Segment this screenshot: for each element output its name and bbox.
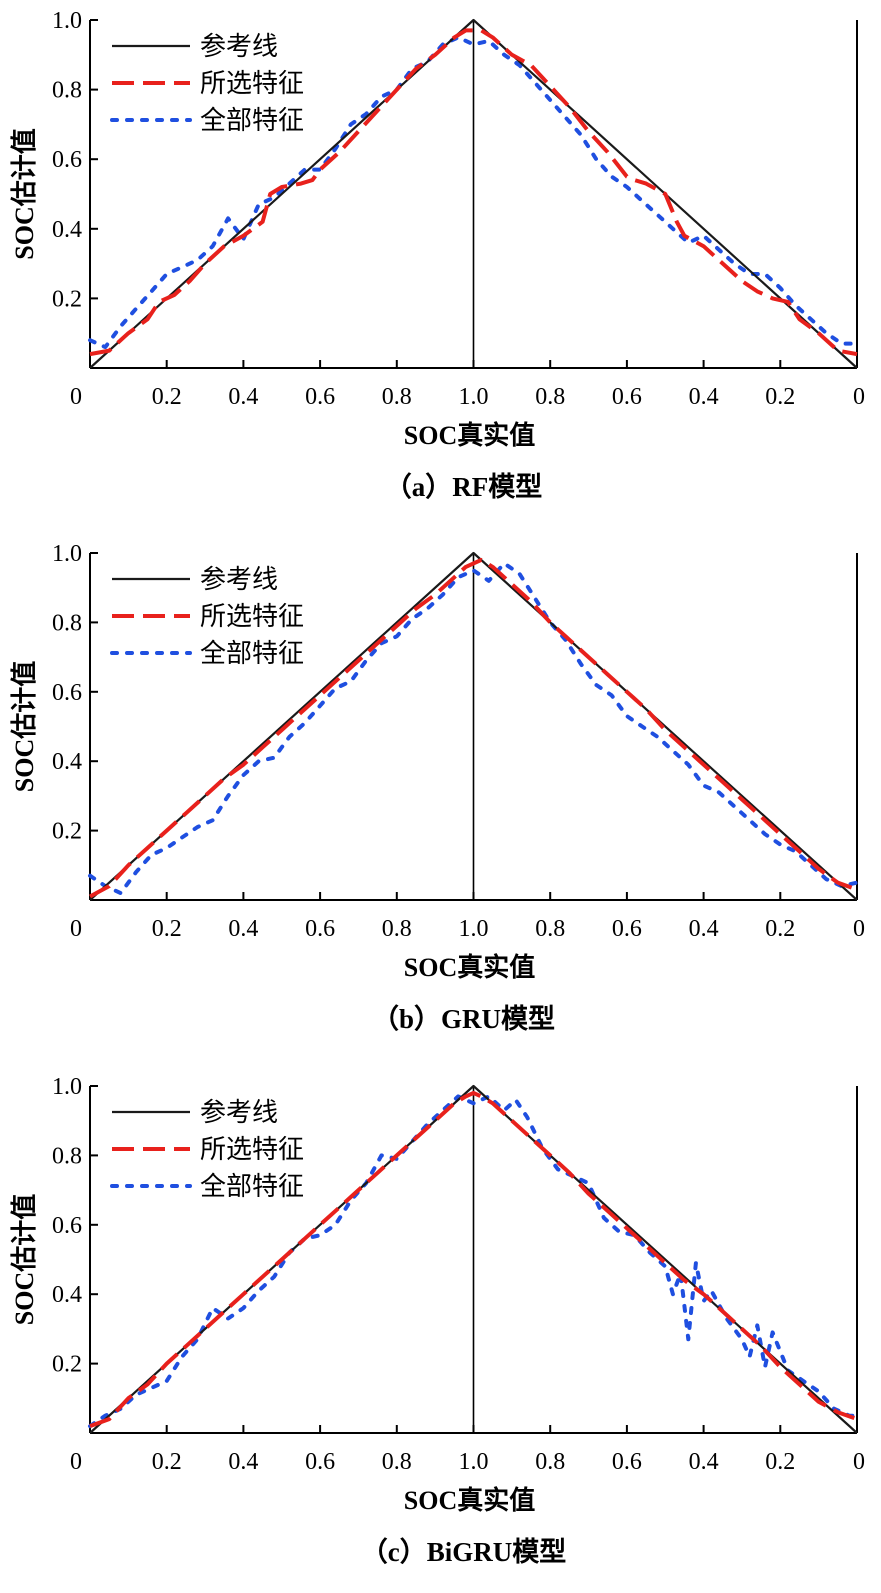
x-tick-label: 0.4 (689, 1449, 719, 1475)
y-axis-label: SOC估计值 (10, 1194, 39, 1325)
x-tick-label: 0.8 (382, 1449, 412, 1475)
x-tick-label: 0.4 (689, 384, 719, 410)
y-tick-label: 0.6 (52, 1213, 82, 1239)
x-tick-label: 0.4 (228, 1449, 258, 1475)
x-tick-label: 0.8 (382, 916, 412, 942)
y-tick-label: 1.0 (52, 541, 82, 567)
x-tick-label: 1.0 (459, 1449, 489, 1475)
x-tick-label: 1.0 (459, 384, 489, 410)
x-tick-label: 0.6 (612, 916, 642, 942)
legend-label: 所选特征 (200, 69, 304, 98)
x-tick-label: 0 (853, 384, 865, 410)
y-tick-label: 0.2 (52, 819, 82, 845)
x-tick-label: 0.6 (305, 384, 335, 410)
y-tick-label: 0.6 (52, 680, 82, 706)
x-tick-label: 0.8 (535, 1449, 565, 1475)
y-tick-label: 0.8 (52, 610, 82, 636)
x-tick-label: 0.6 (305, 916, 335, 942)
series-line-dashed (89, 28, 858, 357)
x-tick-label: 0.2 (765, 1449, 795, 1475)
chart-panel-2: 0 0.2 0.4 0.6 0.8 1.0 0.8 0.6 0.4 0.2 0 0.2 0.4 0.6 0.… (10, 1074, 865, 1567)
y-tick-label: 0.6 (52, 147, 82, 173)
legend-label: 参考线 (200, 1098, 278, 1127)
x-tick-label: 0.8 (382, 384, 412, 410)
x-tick-label: 1.0 (459, 916, 489, 942)
y-tick-label: 0.4 (52, 749, 82, 775)
x-tick-label: 0.6 (612, 1449, 642, 1475)
x-tick-label: 0.2 (152, 1449, 182, 1475)
series-line-dotted (88, 561, 859, 896)
legend-label: 全部特征 (200, 639, 304, 668)
series-line-dashed (89, 1090, 858, 1428)
x-tick-label: 0.2 (152, 384, 182, 410)
legend-label: 参考线 (200, 32, 278, 61)
x-tick-label: 0.6 (612, 384, 642, 410)
y-axis-label: SOC估计值 (10, 128, 39, 259)
x-tick-label: 0.4 (228, 916, 258, 942)
x-tick-label: 0.4 (228, 384, 258, 410)
x-tick-label: 0.8 (535, 916, 565, 942)
legend-label: 所选特征 (200, 1135, 304, 1164)
x-tick-label: 0 (853, 916, 865, 942)
chart-panel-0: 0 0.2 0.4 0.6 0.8 1.0 0.8 0.6 0.4 0.2 0 0.2 0.4 0.6 0.… (10, 8, 865, 502)
legend-label: 所选特征 (200, 602, 304, 631)
x-tick-label: 0 (70, 384, 82, 410)
legend-label: 全部特征 (200, 1172, 304, 1201)
y-tick-label: 0.2 (52, 1352, 82, 1378)
chart-panel-1: 0 0.2 0.4 0.6 0.8 1.0 0.8 0.6 0.4 0.2 0 0.2 0.4 0.6 0.… (10, 541, 865, 1034)
y-tick-label: 1.0 (52, 1074, 82, 1100)
x-axis-label: SOC真实值 (404, 420, 535, 450)
series-line-dashed (89, 557, 858, 899)
series-line-dotted (88, 1094, 859, 1429)
x-tick-label: 0.2 (152, 916, 182, 942)
y-tick-label: 0.8 (52, 1143, 82, 1169)
x-tick-label: 0 (853, 1449, 865, 1475)
panel-caption: （c）BiGRU模型 (361, 1537, 567, 1567)
panel-caption: （a）RF模型 (385, 472, 543, 502)
series-line-dotted (88, 35, 859, 350)
y-axis-label: SOC估计值 (10, 661, 39, 792)
y-tick-label: 0.4 (52, 1282, 82, 1308)
x-axis-label: SOC真实值 (404, 952, 535, 982)
x-tick-label: 0.2 (765, 916, 795, 942)
y-tick-label: 0.4 (52, 217, 82, 243)
panel-caption: （b）GRU模型 (372, 1004, 555, 1034)
legend-label: 全部特征 (200, 106, 304, 135)
y-tick-label: 0.2 (52, 286, 82, 312)
x-tick-label: 0 (70, 1449, 82, 1475)
y-tick-label: 1.0 (52, 8, 82, 34)
x-tick-label: 0.4 (689, 916, 719, 942)
x-tick-label: 0.2 (765, 384, 795, 410)
x-tick-label: 0 (70, 916, 82, 942)
x-tick-label: 0.6 (305, 1449, 335, 1475)
x-tick-label: 0.8 (535, 384, 565, 410)
y-tick-label: 0.8 (52, 78, 82, 104)
legend-label: 参考线 (200, 565, 278, 594)
x-axis-label: SOC真实值 (404, 1485, 535, 1515)
